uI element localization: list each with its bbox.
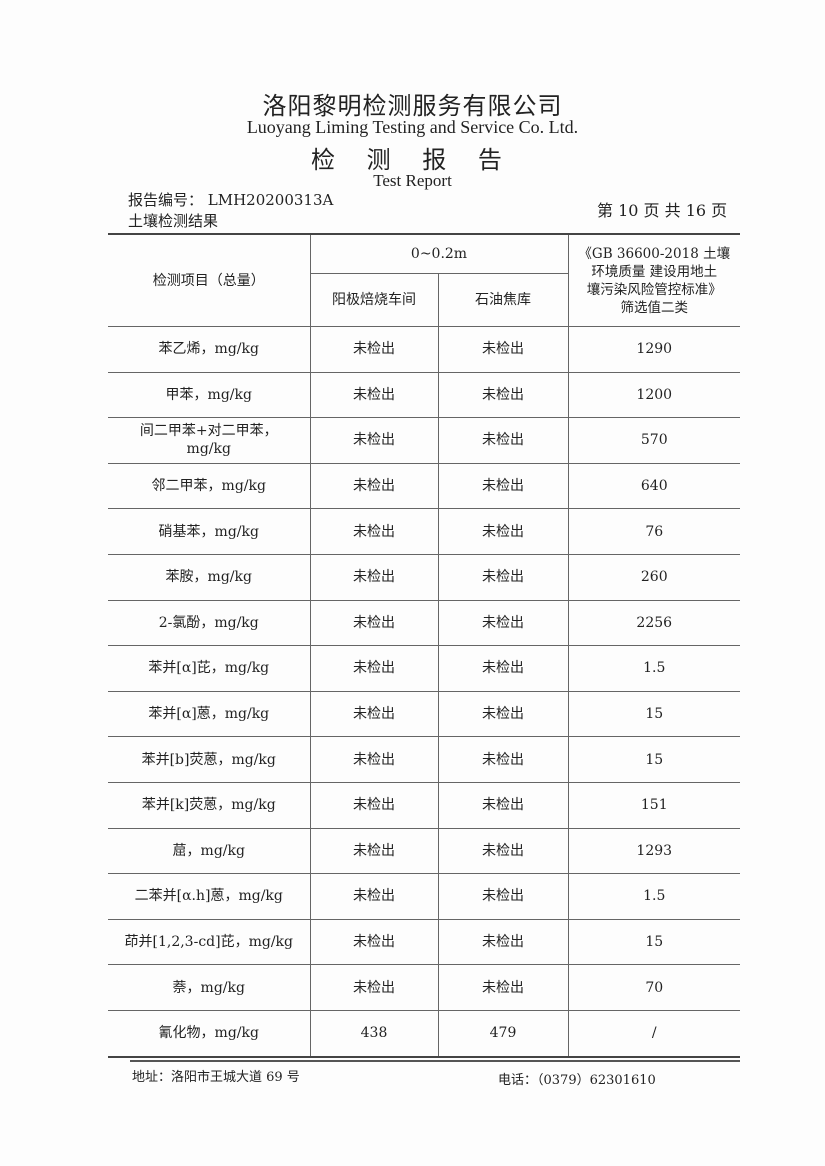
section-title: 土壤检测结果: [128, 212, 219, 230]
cell-item: 邻二甲苯，mg/kg: [108, 462, 311, 510]
header-site1: 阳极焙烧车间: [310, 273, 439, 327]
cell-site1: 未检出: [309, 918, 439, 966]
cell-standard: 151: [567, 781, 740, 829]
cell-site2: 未检出: [437, 781, 569, 829]
cell-item: 间二甲苯+对二甲苯， mg/kg: [108, 417, 311, 464]
cell-standard: 1200: [567, 371, 740, 419]
cell-item: 氰化物，mg/kg: [108, 1009, 311, 1058]
cell-site2: 未检出: [437, 599, 569, 647]
table-row: 茚并[1,2,3-cd]芘，mg/kg 未检出 未检出 15: [108, 918, 740, 966]
header-depth: 0~0.2m: [309, 233, 569, 274]
cell-standard: 70: [567, 964, 740, 1011]
results-table: 检测项目（总量） 0~0.2m 《GB 36600-2018 土壤 环境质量 建…: [108, 233, 740, 1058]
table-row: 甲苯，mg/kg 未检出 未检出 1200: [108, 371, 740, 419]
cell-site2: 未检出: [437, 645, 569, 692]
table-row: 苯乙烯，mg/kg 未检出 未检出 1290: [108, 326, 740, 373]
cell-standard: 1.5: [567, 645, 740, 692]
table-row: 二苯并[α.h]蒽，mg/kg 未检出 未检出 1.5: [108, 873, 740, 920]
table-row: 苯并[α]蒽，mg/kg 未检出 未检出 15: [108, 690, 740, 738]
cell-site2: 未检出: [437, 553, 569, 601]
cell-site2: 未检出: [437, 417, 569, 464]
table-row: 苯并[α]芘，mg/kg 未检出 未检出 1.5: [108, 645, 740, 692]
cell-standard: 2256: [567, 599, 740, 647]
cell-site2: 未检出: [437, 462, 569, 510]
table-row: 苯胺，mg/kg 未检出 未检出 260: [108, 553, 740, 601]
cell-standard: 15: [567, 690, 740, 738]
report-title-cn: 检 测 报 告: [311, 146, 514, 174]
cell-site1: 未检出: [309, 417, 439, 464]
table-row: 苯并[b]荧蒽，mg/kg 未检出 未检出 15: [108, 736, 740, 783]
cell-item: 苯并[b]荧蒽，mg/kg: [108, 736, 311, 783]
header-item: 检测项目（总量）: [108, 233, 311, 327]
cell-item: 苯胺，mg/kg: [108, 553, 311, 601]
cell-site1: 未检出: [309, 964, 439, 1011]
cell-site1: 未检出: [309, 873, 439, 920]
cell-site1: 未检出: [309, 371, 439, 419]
cell-standard: 76: [567, 508, 740, 555]
cell-site2: 未检出: [437, 873, 569, 920]
table-row: 氰化物，mg/kg 438 479/: [108, 1009, 740, 1058]
cell-standard: /: [567, 1009, 740, 1058]
table-row: 2-氯酚，mg/kg 未检出 未检出 2256: [108, 599, 740, 647]
cell-item: 甲苯，mg/kg: [108, 371, 311, 419]
cell-standard: 1290: [567, 326, 740, 373]
cell-site2: 未检出: [437, 736, 569, 783]
cell-site1: 未检出: [309, 599, 439, 647]
cell-site2: 未检出: [437, 371, 569, 419]
footer-address: 地址：洛阳市王城大道 69 号: [132, 1070, 300, 1085]
cell-site1: 未检出: [309, 645, 439, 692]
cell-standard: 15: [567, 736, 740, 783]
table-row: 邻二甲苯，mg/kg 未检出 未检出 640: [108, 462, 740, 510]
cell-standard: 640: [567, 462, 740, 510]
cell-site1: 未检出: [309, 508, 439, 555]
report-title-en: Test Report: [373, 171, 452, 190]
cell-item: 苯并[α]芘，mg/kg: [108, 645, 311, 692]
header-site2: 石油焦库: [437, 273, 568, 327]
footer-phone: 电话：（0379）62301610: [498, 1073, 656, 1088]
company-name-cn: 洛阳黎明检测服务有限公司: [262, 92, 563, 120]
table-row: 间二甲苯+对二甲苯， mg/kg 未检出 未检出 570: [108, 417, 740, 464]
cell-item: 萘，mg/kg: [108, 964, 311, 1011]
cell-item: 硝基苯，mg/kg: [108, 508, 311, 555]
cell-site1: 未检出: [309, 781, 439, 829]
cell-site1: 未检出: [309, 736, 439, 783]
cell-site2: 未检出: [437, 690, 569, 738]
cell-site1: 438: [309, 1009, 439, 1058]
cell-site2: 未检出: [437, 827, 569, 875]
table-row: 硝基苯，mg/kg 未检出 未检出 76: [108, 508, 740, 555]
cell-item: 苯并[k]荧蒽，mg/kg: [108, 781, 311, 829]
cell-item: 茚并[1,2,3-cd]芘，mg/kg: [108, 918, 311, 966]
cell-item: 二苯并[α.h]蒽，mg/kg: [108, 873, 311, 920]
page-info: 第 10 页 共 16 页: [597, 201, 728, 220]
cell-item: 2-氯酚，mg/kg: [108, 599, 311, 647]
table-row: 萘，mg/kg 未检出 未检出 70: [108, 964, 740, 1011]
cell-item: 䓛，mg/kg: [108, 827, 311, 875]
cell-site2: 未检出: [437, 326, 569, 373]
cell-standard: 570: [567, 417, 740, 464]
cell-standard: 1.5: [567, 873, 740, 920]
cell-site2: 479: [437, 1009, 569, 1058]
cell-site2: 未检出: [437, 918, 569, 966]
cell-standard: 15: [567, 918, 740, 966]
cell-standard: 1293: [567, 827, 740, 875]
cell-site2: 未检出: [437, 508, 569, 555]
cell-item: 苯乙烯，mg/kg: [108, 326, 311, 373]
table-row: 苯并[k]荧蒽，mg/kg 未检出 未检出 151: [108, 781, 740, 829]
company-name-en: Luoyang Liming Testing and Service Co. L…: [246, 117, 579, 137]
cell-site2: 未检出: [437, 964, 569, 1011]
table-row: 䓛，mg/kg 未检出 未检出 1293: [108, 827, 740, 875]
header-standard: 《GB 36600-2018 土壤 环境质量 建设用地土 壤污染风险管控标准》 …: [567, 233, 740, 327]
cell-site1: 未检出: [309, 827, 439, 875]
footer-divider: [130, 1060, 740, 1062]
cell-item: 苯并[α]蒽，mg/kg: [108, 690, 311, 738]
report-number: 报告编号： LMH20200313A: [128, 191, 334, 209]
cell-site1: 未检出: [309, 462, 439, 510]
cell-site1: 未检出: [309, 553, 439, 601]
cell-site1: 未检出: [309, 690, 439, 738]
cell-standard: 260: [567, 553, 740, 601]
cell-site1: 未检出: [309, 326, 439, 373]
